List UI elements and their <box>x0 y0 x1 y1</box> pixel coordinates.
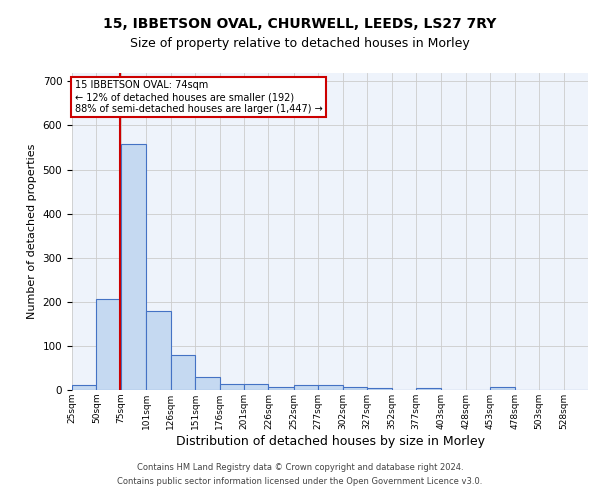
Bar <box>146 310 171 390</box>
Bar <box>367 388 392 390</box>
Bar <box>244 384 268 390</box>
Text: 15, IBBETSON OVAL, CHURWELL, LEEDS, LS27 7RY: 15, IBBETSON OVAL, CHURWELL, LEEDS, LS27… <box>103 18 497 32</box>
Bar <box>268 387 294 390</box>
Bar <box>490 387 515 390</box>
Bar <box>343 387 367 390</box>
Y-axis label: Number of detached properties: Number of detached properties <box>27 144 37 319</box>
Bar <box>72 384 97 390</box>
Text: Size of property relative to detached houses in Morley: Size of property relative to detached ho… <box>130 38 470 51</box>
Bar <box>121 144 146 390</box>
X-axis label: Distribution of detached houses by size in Morley: Distribution of detached houses by size … <box>176 434 485 448</box>
Bar <box>97 298 121 390</box>
Bar <box>171 354 195 390</box>
Bar <box>220 384 244 390</box>
Bar <box>416 388 442 390</box>
Bar <box>195 377 220 390</box>
Text: Contains HM Land Registry data © Crown copyright and database right 2024.: Contains HM Land Registry data © Crown c… <box>137 464 463 472</box>
Text: Contains public sector information licensed under the Open Government Licence v3: Contains public sector information licen… <box>118 477 482 486</box>
Bar <box>318 385 343 390</box>
Bar <box>294 385 318 390</box>
Text: 15 IBBETSON OVAL: 74sqm
← 12% of detached houses are smaller (192)
88% of semi-d: 15 IBBETSON OVAL: 74sqm ← 12% of detache… <box>74 80 322 114</box>
